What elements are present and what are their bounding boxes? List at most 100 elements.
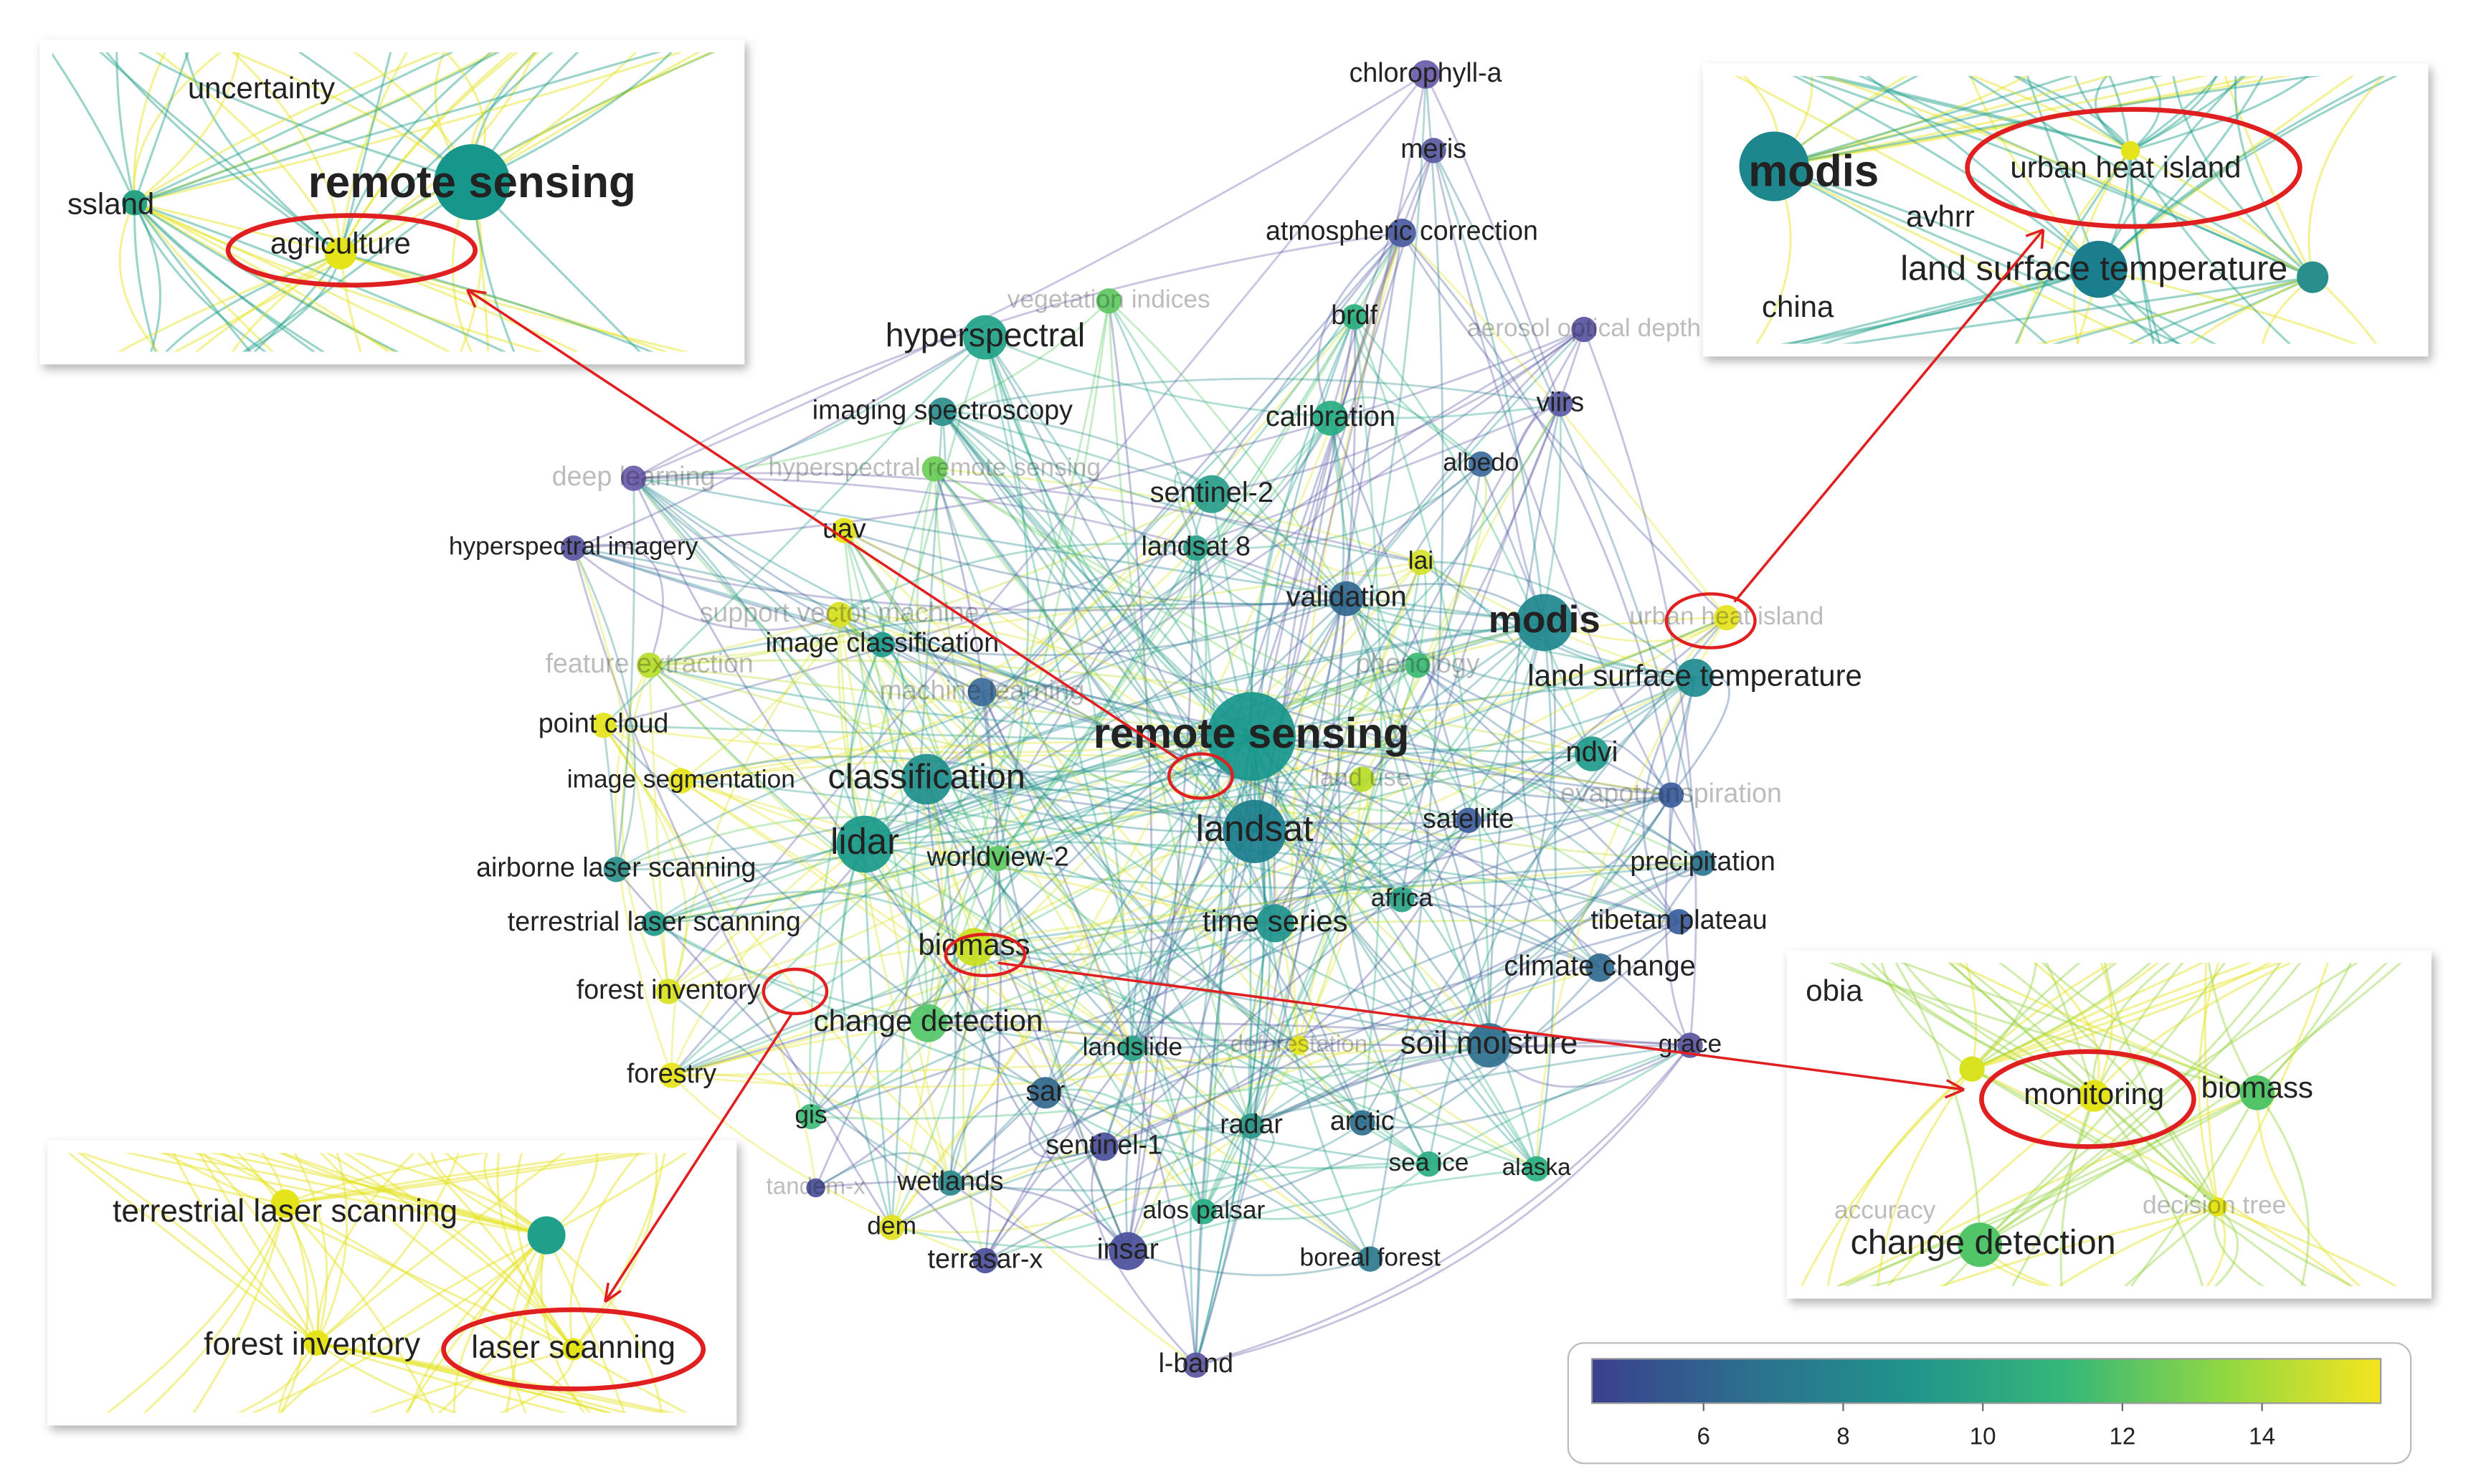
inset-edge xyxy=(1958,963,2219,1208)
edge xyxy=(891,1210,1205,1249)
edge xyxy=(680,741,1671,796)
node-label: sentinel-1 xyxy=(1045,1129,1162,1159)
inset-edge xyxy=(1970,963,2081,1070)
node xyxy=(1289,1035,1309,1055)
edge xyxy=(882,597,1347,657)
edge xyxy=(1195,548,1223,1212)
edge xyxy=(668,74,1427,992)
inset-edge xyxy=(2093,963,2293,1097)
inset-edge xyxy=(133,201,397,352)
edge xyxy=(942,411,1276,924)
edge xyxy=(864,843,1703,889)
inset-edge xyxy=(339,52,554,255)
inset-edge xyxy=(1948,963,2219,1208)
inset-edge xyxy=(172,1153,318,1344)
edge xyxy=(1400,403,1562,900)
edge xyxy=(974,898,1403,956)
edge xyxy=(1337,598,1430,1165)
inset-edge xyxy=(2129,150,2155,344)
node xyxy=(1357,1246,1383,1272)
inset-edge xyxy=(133,52,239,204)
edge xyxy=(1251,617,1727,738)
inset-edge xyxy=(2026,76,2100,270)
edge xyxy=(1353,316,1490,1046)
inset-node xyxy=(304,1330,330,1356)
edge xyxy=(1420,561,1695,679)
edge xyxy=(648,665,670,992)
node xyxy=(620,465,647,491)
inset-edge xyxy=(1979,963,2359,1246)
inset-edge xyxy=(1826,1067,1973,1286)
scale-tick-label: 14 xyxy=(2249,1424,2275,1450)
edge xyxy=(838,614,1537,1170)
inset-edge xyxy=(2074,76,2132,152)
node-label: wetlands xyxy=(896,1166,1003,1196)
inset-edge xyxy=(471,52,673,184)
inset-edge xyxy=(2172,76,2314,278)
inset-edge xyxy=(2097,76,2264,270)
edge xyxy=(1521,622,1601,969)
edge xyxy=(1432,150,1704,864)
edge xyxy=(843,530,929,1024)
inset-node xyxy=(324,237,357,270)
edge xyxy=(649,664,1252,738)
edge xyxy=(1345,598,1490,1046)
inset-edge xyxy=(2059,1095,2095,1286)
node xyxy=(1029,1077,1062,1109)
inset-edge xyxy=(133,201,326,352)
edge xyxy=(891,966,1600,1229)
edge xyxy=(671,677,1696,1077)
inset-edge xyxy=(1773,165,2182,344)
edge xyxy=(838,614,952,1184)
node-label: satellite xyxy=(1423,803,1514,833)
inset-edge xyxy=(1887,1095,2095,1286)
edge xyxy=(680,779,1403,901)
highlight xyxy=(1167,752,1234,800)
edge xyxy=(839,613,1679,923)
node xyxy=(928,397,957,427)
edge xyxy=(1044,736,1253,1093)
edge xyxy=(633,477,1545,624)
edge xyxy=(1195,1045,1692,1366)
edge xyxy=(1544,617,1727,642)
edge xyxy=(1250,74,1427,1127)
edge xyxy=(843,529,1347,606)
inset-edge xyxy=(2130,149,2378,344)
inset-label: avhrr xyxy=(1906,199,1975,233)
edge xyxy=(864,463,1482,845)
node-label: alaska xyxy=(1502,1154,1571,1181)
node-label: airborne laser scanning xyxy=(476,852,756,883)
node-label: landslide xyxy=(1083,1033,1182,1061)
inset-edge xyxy=(508,1235,548,1413)
edge xyxy=(1297,403,1562,1046)
edge xyxy=(843,530,1134,1049)
edge xyxy=(1488,677,1697,1046)
node xyxy=(1313,400,1348,436)
node xyxy=(831,518,858,543)
inset-edge xyxy=(316,1153,348,1343)
edge xyxy=(981,692,1129,1252)
inset-node xyxy=(270,1189,300,1218)
inset-label: ssland xyxy=(67,186,154,220)
edge xyxy=(1361,617,1727,1123)
edge xyxy=(573,547,1671,796)
edge xyxy=(1251,677,1696,755)
arrow-head xyxy=(2025,228,2045,249)
node xyxy=(1408,549,1434,575)
edge xyxy=(1253,417,1345,832)
node xyxy=(972,1247,998,1274)
edge xyxy=(982,691,1600,969)
edge xyxy=(1345,328,1585,599)
edge xyxy=(810,677,1696,1118)
edge xyxy=(1104,819,1470,1148)
edge xyxy=(1127,1167,1537,1252)
inset-edge xyxy=(369,1348,574,1413)
edge xyxy=(1345,598,1490,1046)
edge xyxy=(1329,418,1490,1046)
node-label: change detection xyxy=(814,1004,1043,1037)
inset-edge xyxy=(1871,963,2095,1098)
inset-edge xyxy=(2095,76,2131,152)
edge xyxy=(649,659,1593,755)
edge xyxy=(573,546,1256,832)
inset-edge xyxy=(2213,1206,2265,1286)
